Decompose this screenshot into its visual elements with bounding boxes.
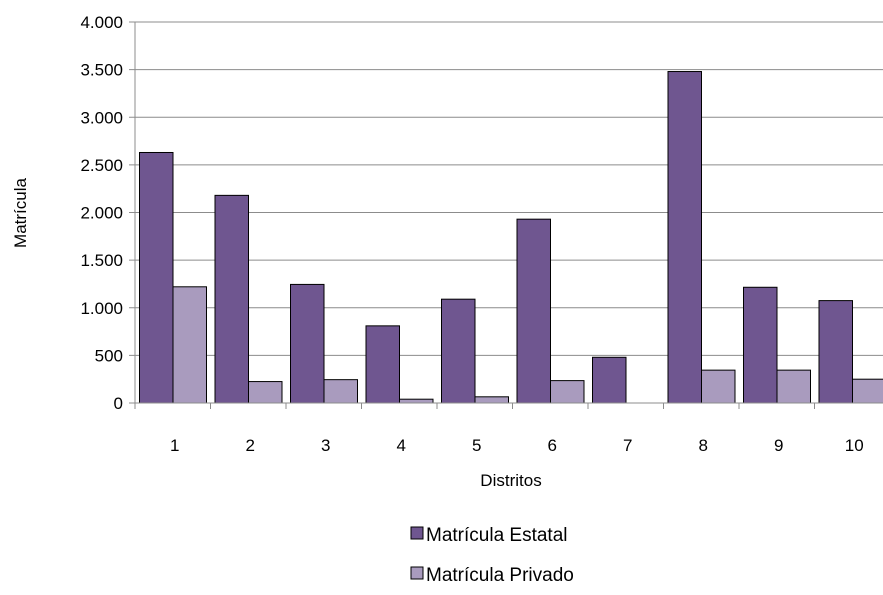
y-tick-label: 1.500 <box>80 251 123 270</box>
bar-estatal-2 <box>214 194 249 404</box>
legend: Matrícula Estatal Matrícula Privado <box>410 525 574 586</box>
x-tick-label: 1 <box>170 436 179 455</box>
bar-estatal-4 <box>365 325 400 404</box>
x-tick-label: 7 <box>623 436 632 455</box>
legend-label: Matrícula Privado <box>426 565 574 586</box>
bar-estatal-5 <box>441 298 476 404</box>
y-tick-label: 3.000 <box>80 108 123 127</box>
x-tick-label: 3 <box>321 436 330 455</box>
x-tick-label: 8 <box>699 436 708 455</box>
bar-estatal-3 <box>290 283 325 404</box>
bar-privado-1 <box>172 286 207 404</box>
gridlines <box>135 21 883 356</box>
x-tick-label: 6 <box>548 436 557 455</box>
y-tick-label: 0 <box>114 394 123 413</box>
x-tick-label: 9 <box>774 436 783 455</box>
bar-privado-5 <box>474 396 509 404</box>
y-tick-labels: 0 500 1.000 1.500 2.000 2.500 3.000 3.500 4.000 <box>80 13 135 413</box>
y-tick-label: 2.000 <box>80 204 123 223</box>
bar-estatal-8 <box>667 71 702 404</box>
bar-estatal-1 <box>139 151 174 404</box>
x-tick-labels: 1 2 3 4 5 6 7 8 9 10 <box>134 403 864 455</box>
bar-privado-10 <box>852 378 883 404</box>
x-axis-title: Distritos <box>480 471 541 490</box>
x-tick-label: 10 <box>845 436 864 455</box>
y-tick-label: 4.000 <box>80 13 123 32</box>
bar-estatal-7 <box>592 356 627 404</box>
bar-privado-6 <box>550 380 585 404</box>
bar-estatal-6 <box>516 218 551 404</box>
bar-privado-4 <box>399 398 434 404</box>
legend-swatch <box>410 526 424 540</box>
x-tick-label: 2 <box>246 436 255 455</box>
y-tick-label: 500 <box>95 346 123 365</box>
bar-privado-9 <box>776 369 811 404</box>
bar-privado-2 <box>248 381 283 404</box>
y-tick-label: 3.500 <box>80 61 123 80</box>
x-tick-label: 5 <box>472 436 481 455</box>
y-tick-label: 1.000 <box>80 299 123 318</box>
x-tick-label: 4 <box>397 436 406 455</box>
bar-privado-8 <box>701 369 736 404</box>
bar-privado-3 <box>323 379 358 404</box>
legend-label: Matrícula Estatal <box>426 525 568 546</box>
legend-swatch <box>410 566 424 580</box>
y-tick-label: 2.500 <box>80 156 123 175</box>
bars <box>139 71 883 404</box>
bar-estatal-9 <box>743 286 778 404</box>
y-axis-title: Matrícula <box>11 178 30 248</box>
bar-estatal-10 <box>818 300 853 404</box>
